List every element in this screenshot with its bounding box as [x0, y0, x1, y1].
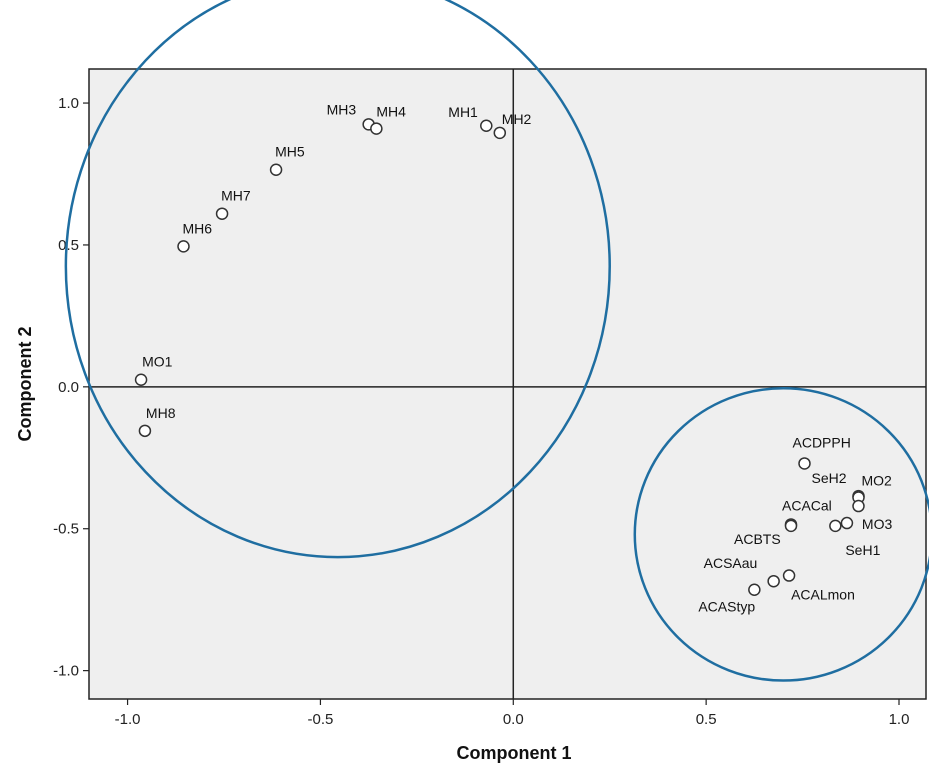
- y-axis-title: Component 2: [15, 327, 35, 442]
- point-label-mh3: MH3: [327, 101, 357, 117]
- data-point-mh7: [215, 207, 229, 220]
- point-label-mh4: MH4: [376, 104, 406, 120]
- x-tick-label: -1.0: [115, 711, 141, 728]
- point-label-acastyp: ACAStyp: [698, 599, 755, 615]
- y-tick-label: 0.5: [58, 237, 79, 254]
- data-point-mo1: [134, 373, 148, 386]
- data-point-acbts: [784, 519, 798, 533]
- plot-area: [88, 68, 927, 700]
- cluster-ellipses: [64, 0, 929, 682]
- x-tick-label: -0.5: [307, 711, 333, 728]
- cluster-ellipse-1: [64, 0, 611, 559]
- data-point-mh6: [177, 240, 190, 253]
- point-label-mh8: MH8: [146, 405, 176, 421]
- data-point-mh8: [138, 424, 152, 438]
- point-label-acbts: ACBTS: [734, 531, 781, 547]
- point-label-mh2: MH2: [502, 111, 532, 127]
- point-label-acsaau: ACSAau: [704, 555, 758, 571]
- point-label-seh2: SeH2: [812, 470, 847, 486]
- data-point-acsaau: [767, 574, 780, 588]
- data-point-mh5: [269, 163, 283, 176]
- point-label-seh1: SeH1: [845, 542, 880, 558]
- cluster-ellipse-2: [633, 387, 929, 682]
- point-label-acdpph: ACDPPH: [793, 434, 851, 450]
- point-label-mh5: MH5: [275, 144, 305, 160]
- x-tick-label: 0.0: [503, 711, 524, 728]
- data-point-mh4: [370, 122, 383, 135]
- x-axis-title: Component 1: [457, 743, 572, 763]
- y-tick-label: 1.0: [58, 95, 79, 112]
- point-label-mh6: MH6: [183, 220, 213, 236]
- y-tick-label: -1.0: [53, 663, 79, 680]
- point-label-mh7: MH7: [221, 188, 251, 204]
- x-tick-label: 1.0: [889, 711, 910, 728]
- data-point-acalmon: [782, 569, 796, 582]
- data-point-acdpph: [798, 457, 811, 470]
- data-point-mh1: [480, 119, 493, 133]
- data-points: [134, 118, 865, 596]
- axis-ticks: -1.0 -0.5 0.0 0.5 1.0 1.0 0.5 0.0 -0.5 -1.0: [53, 95, 909, 728]
- x-tick-label: 0.5: [696, 711, 717, 728]
- point-label-acalmon: ACALmon: [791, 587, 855, 603]
- point-label-mh1: MH1: [448, 104, 478, 120]
- point-label-mo2: MO2: [862, 473, 893, 489]
- point-label-mo1: MO1: [142, 354, 173, 370]
- data-point-unlabeled: [852, 499, 865, 513]
- data-point-mh2: [493, 126, 507, 140]
- reference-lines: [89, 69, 926, 699]
- data-point-mo3: [840, 516, 854, 530]
- point-label-mo3: MO3: [862, 516, 893, 532]
- point-labels: MH1 MH2 MH3 MH4 MH5 MH7 MH6 MO1 MH8 ACDPPH SeH2 MO2…: [142, 101, 892, 614]
- data-point-seh1: [829, 519, 842, 533]
- data-point-acastyp: [748, 583, 761, 596]
- point-label-acacal: ACACal: [782, 497, 832, 513]
- y-tick-label: 0.0: [58, 379, 79, 396]
- y-tick-label: -0.5: [53, 521, 79, 538]
